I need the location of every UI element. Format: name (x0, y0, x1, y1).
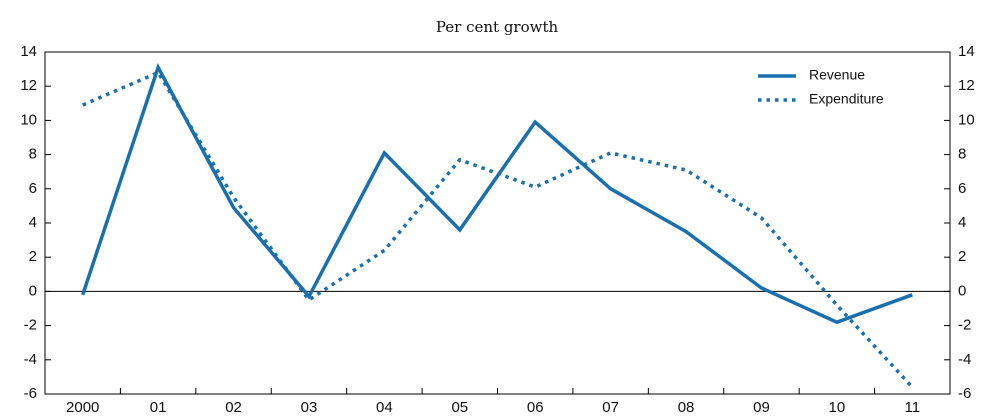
x-tick-label: 2000 (66, 399, 99, 416)
x-tick-label: 11 (905, 399, 921, 416)
y2-tick-label: 8 (958, 146, 966, 163)
y2-tick-label: 12 (958, 77, 975, 94)
x-tick-label: 06 (527, 399, 544, 416)
legend-label: Expenditure (809, 91, 884, 107)
y-tick-label: -2 (24, 317, 37, 334)
x-tick-label: 03 (301, 399, 318, 416)
y-tick-label: 2 (29, 248, 37, 265)
y-tick-label: 14 (20, 43, 37, 60)
y-tick-label: 12 (20, 77, 37, 94)
chart-subtitle: Per cent growth (436, 18, 559, 36)
x-tick-label: 05 (451, 399, 468, 416)
y2-tick-label: 6 (958, 180, 966, 197)
y-tick-label: 0 (29, 282, 37, 299)
x-tick-label: 01 (150, 399, 167, 416)
y2-tick-label: -2 (958, 317, 971, 334)
y-tick-label: -6 (24, 385, 37, 402)
x-tick-label: 02 (225, 399, 242, 416)
x-tick-label: 08 (678, 399, 695, 416)
x-tick-label: 07 (602, 399, 619, 416)
y2-tick-label: 0 (958, 282, 966, 299)
y2-tick-label: -4 (958, 351, 971, 368)
y-tick-label: -4 (24, 351, 37, 368)
series-line (82, 70, 914, 389)
y2-tick-label: 4 (958, 214, 966, 231)
y2-tick-label: 14 (958, 43, 975, 60)
y-tick-label: 8 (29, 146, 37, 163)
legend-label: Revenue (809, 67, 865, 83)
y2-tick-label: 10 (958, 111, 975, 128)
y2-tick-label: 2 (958, 248, 966, 265)
x-tick-label: 09 (753, 399, 770, 416)
series-line (81, 62, 913, 325)
y-tick-label: 6 (29, 180, 37, 197)
y2-tick-label: -6 (958, 385, 971, 402)
x-tick-label: 04 (376, 399, 393, 416)
x-tick-label: 10 (829, 399, 846, 416)
y-tick-label: 10 (20, 111, 37, 128)
y-tick-label: 4 (29, 214, 37, 231)
